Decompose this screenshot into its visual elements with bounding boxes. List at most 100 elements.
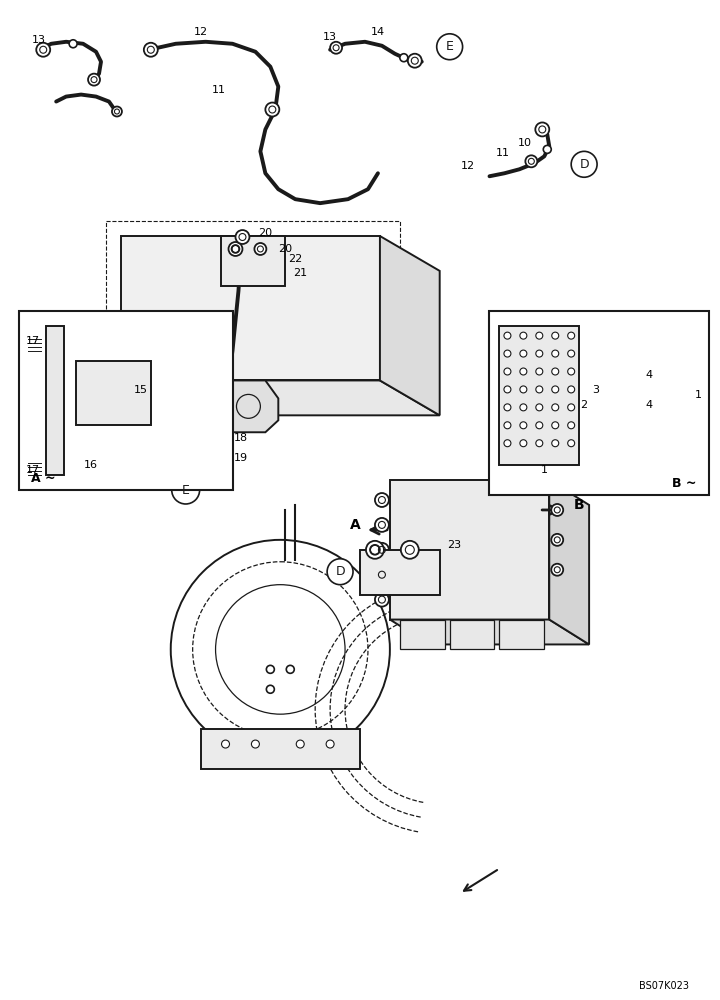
Text: 20: 20 <box>278 244 292 254</box>
Circle shape <box>552 440 559 447</box>
Circle shape <box>504 350 511 357</box>
Circle shape <box>567 368 575 375</box>
Circle shape <box>196 405 206 415</box>
Circle shape <box>536 332 543 339</box>
Circle shape <box>567 350 575 357</box>
Circle shape <box>536 122 549 136</box>
Circle shape <box>332 44 340 52</box>
Circle shape <box>375 543 389 557</box>
Circle shape <box>567 404 575 411</box>
Circle shape <box>536 404 543 411</box>
Text: 12: 12 <box>194 27 207 37</box>
Circle shape <box>520 440 527 447</box>
Text: 1: 1 <box>696 390 702 400</box>
Text: 11: 11 <box>212 85 225 95</box>
Circle shape <box>375 593 389 607</box>
Text: 2: 2 <box>580 400 588 410</box>
Circle shape <box>400 54 408 62</box>
Circle shape <box>536 368 543 375</box>
Text: D: D <box>336 565 345 578</box>
Circle shape <box>215 432 230 448</box>
Circle shape <box>552 350 559 357</box>
Circle shape <box>599 380 619 400</box>
Circle shape <box>228 242 243 256</box>
Circle shape <box>88 74 100 86</box>
Text: 23: 23 <box>448 540 462 550</box>
Text: 20: 20 <box>258 228 272 238</box>
Circle shape <box>504 404 511 411</box>
Text: 17: 17 <box>26 336 40 346</box>
Text: 11: 11 <box>495 148 510 158</box>
Bar <box>19 311 233 490</box>
Text: 13: 13 <box>32 35 46 45</box>
Text: 4: 4 <box>645 400 652 410</box>
Bar <box>106 221 400 395</box>
Circle shape <box>330 42 342 54</box>
Circle shape <box>504 440 511 447</box>
Circle shape <box>266 103 279 116</box>
Circle shape <box>69 40 77 48</box>
Circle shape <box>36 43 50 57</box>
Circle shape <box>520 368 527 375</box>
Polygon shape <box>121 380 440 415</box>
Circle shape <box>32 337 40 345</box>
Circle shape <box>266 685 274 693</box>
Circle shape <box>630 374 638 382</box>
Bar <box>390 480 549 620</box>
Circle shape <box>520 386 527 393</box>
Bar <box>500 326 579 465</box>
Circle shape <box>552 332 559 339</box>
Circle shape <box>327 559 353 585</box>
Circle shape <box>144 43 158 57</box>
Text: B: B <box>574 498 585 512</box>
Circle shape <box>235 230 249 244</box>
Polygon shape <box>549 480 589 644</box>
Circle shape <box>536 422 543 429</box>
Circle shape <box>375 568 389 582</box>
Text: 4: 4 <box>645 370 652 380</box>
Circle shape <box>552 368 559 375</box>
Circle shape <box>408 54 422 68</box>
Circle shape <box>552 564 563 576</box>
Circle shape <box>254 243 266 255</box>
Bar <box>500 620 544 649</box>
Circle shape <box>32 461 40 469</box>
Circle shape <box>601 382 617 398</box>
Bar <box>46 326 64 475</box>
Text: 19: 19 <box>233 453 248 463</box>
Circle shape <box>504 368 511 375</box>
Circle shape <box>32 471 40 479</box>
Bar <box>76 361 150 425</box>
Circle shape <box>567 440 575 447</box>
Circle shape <box>326 740 334 748</box>
Text: 18: 18 <box>233 433 248 443</box>
Text: 17: 17 <box>26 465 40 475</box>
Bar <box>360 550 440 595</box>
Bar <box>201 729 360 769</box>
Text: A ~: A ~ <box>31 472 56 485</box>
Circle shape <box>32 347 40 355</box>
Circle shape <box>222 740 230 748</box>
Circle shape <box>266 665 274 673</box>
Circle shape <box>80 351 96 367</box>
Circle shape <box>232 245 240 253</box>
Bar <box>121 236 380 380</box>
Circle shape <box>267 105 277 114</box>
Text: 1: 1 <box>541 465 548 475</box>
Text: 12: 12 <box>461 161 474 171</box>
Circle shape <box>536 350 543 357</box>
Bar <box>450 620 495 649</box>
Text: 3: 3 <box>593 385 600 395</box>
Text: 22: 22 <box>288 254 302 264</box>
Circle shape <box>536 440 543 447</box>
Polygon shape <box>380 236 440 415</box>
Circle shape <box>571 151 597 177</box>
Circle shape <box>552 534 563 546</box>
Polygon shape <box>219 380 279 432</box>
Circle shape <box>567 332 575 339</box>
Text: 14: 14 <box>371 27 385 37</box>
Text: A: A <box>350 518 361 532</box>
Text: 16: 16 <box>84 460 98 470</box>
Circle shape <box>552 422 559 429</box>
Circle shape <box>504 332 511 339</box>
